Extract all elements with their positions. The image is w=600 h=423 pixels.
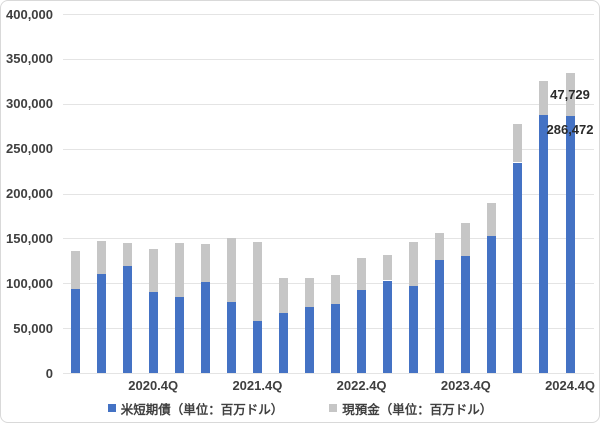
bar-segment-cash <box>200 244 210 282</box>
data-label-tbills: 286,472 <box>546 121 594 137</box>
bar-segment-cash <box>331 274 340 305</box>
bar-segment-cash <box>435 232 445 261</box>
y-tick-label: 100,000 <box>6 275 53 291</box>
bar-segment-tbills <box>539 114 549 373</box>
y-tick-label: 0 <box>45 365 53 381</box>
y-tick-label: 50,000 <box>13 320 53 336</box>
data-label-cash: 47,729 <box>550 86 590 102</box>
bar-segment-cash <box>383 255 393 281</box>
legend-swatch-cash-icon <box>329 404 338 412</box>
x-tick-label: 2020.4Q <box>128 378 179 393</box>
gridline <box>63 103 594 105</box>
gridline <box>63 238 594 240</box>
bar-segment-cash <box>148 249 158 293</box>
y-tick-label: 350,000 <box>6 51 53 67</box>
bar-segment-tbills <box>487 235 497 373</box>
bar-segment-cash <box>278 277 288 314</box>
bar-segment-tbills <box>174 297 184 373</box>
x-tick-label: 2021.4Q <box>232 378 283 393</box>
bar-segment-cash <box>226 237 236 303</box>
bar-segment-tbills <box>383 280 393 373</box>
y-tick-label: 150,000 <box>6 230 53 246</box>
bar-segment-cash <box>461 223 471 257</box>
legend-item-tbills: 米短期債（単位：百万ドル） <box>107 399 284 418</box>
chart-legend: 米短期債（単位：百万ドル） 現預金（単位：百万ドル） <box>1 399 599 417</box>
bar-segment-tbills <box>409 285 419 373</box>
gridline <box>63 148 594 150</box>
gridline <box>63 14 594 15</box>
bar-segment-cash <box>96 241 106 274</box>
bar-segment-tbills <box>305 306 314 373</box>
bar-segment-tbills <box>148 292 158 373</box>
bar-segment-tbills <box>461 256 471 373</box>
bar-segment-cash <box>305 278 314 307</box>
bar-segment-cash <box>122 242 132 267</box>
bar-segment-tbills <box>70 289 80 373</box>
y-tick-label: 200,000 <box>6 186 53 201</box>
bar-segment-cash <box>487 203 497 236</box>
y-tick-label: 400,000 <box>6 6 53 22</box>
bar-segment-tbills <box>331 304 340 373</box>
bar-segment-cash <box>252 241 262 321</box>
bar-segment-tbills <box>435 260 445 373</box>
x-tick-label: 2022.4Q <box>336 378 387 393</box>
bar-segment-cash <box>70 250 80 290</box>
bar-segment-tbills <box>226 302 236 373</box>
y-tick-label: 300,000 <box>6 96 53 112</box>
bar-segment-tbills <box>278 313 288 373</box>
bar-segment-tbills <box>122 266 132 373</box>
bar-segment-cash <box>565 73 575 116</box>
bar-segment-tbills <box>513 162 523 373</box>
bar-segment-cash <box>357 258 367 291</box>
legend-swatch-tbills-icon <box>107 404 116 412</box>
bar-segment-cash <box>409 241 419 286</box>
bar-segment-cash <box>539 80 549 115</box>
legend-label-cash: 現預金（単位：百万ドル） <box>342 402 493 417</box>
gridline <box>63 373 594 374</box>
bar-segment-tbills <box>357 290 367 373</box>
bar-segment-tbills <box>565 115 575 373</box>
gridline <box>63 58 594 60</box>
gridline <box>63 328 594 330</box>
bar-segment-tbills <box>252 320 262 373</box>
legend-label-tbills: 米短期債（単位：百万ドル） <box>120 402 284 417</box>
bar-segment-cash <box>513 124 523 163</box>
bar-segment-cash <box>174 242 184 298</box>
legend-item-cash: 現預金（単位：百万ドル） <box>329 399 492 418</box>
x-tick-label: 2023.4Q <box>440 378 491 393</box>
x-tick-label: 2024.4Q <box>545 378 595 393</box>
bar-segment-tbills <box>200 281 210 373</box>
bar-segment-tbills <box>96 273 106 373</box>
y-tick-label: 250,000 <box>6 141 53 157</box>
gridline <box>63 193 594 195</box>
gridline <box>63 283 594 285</box>
